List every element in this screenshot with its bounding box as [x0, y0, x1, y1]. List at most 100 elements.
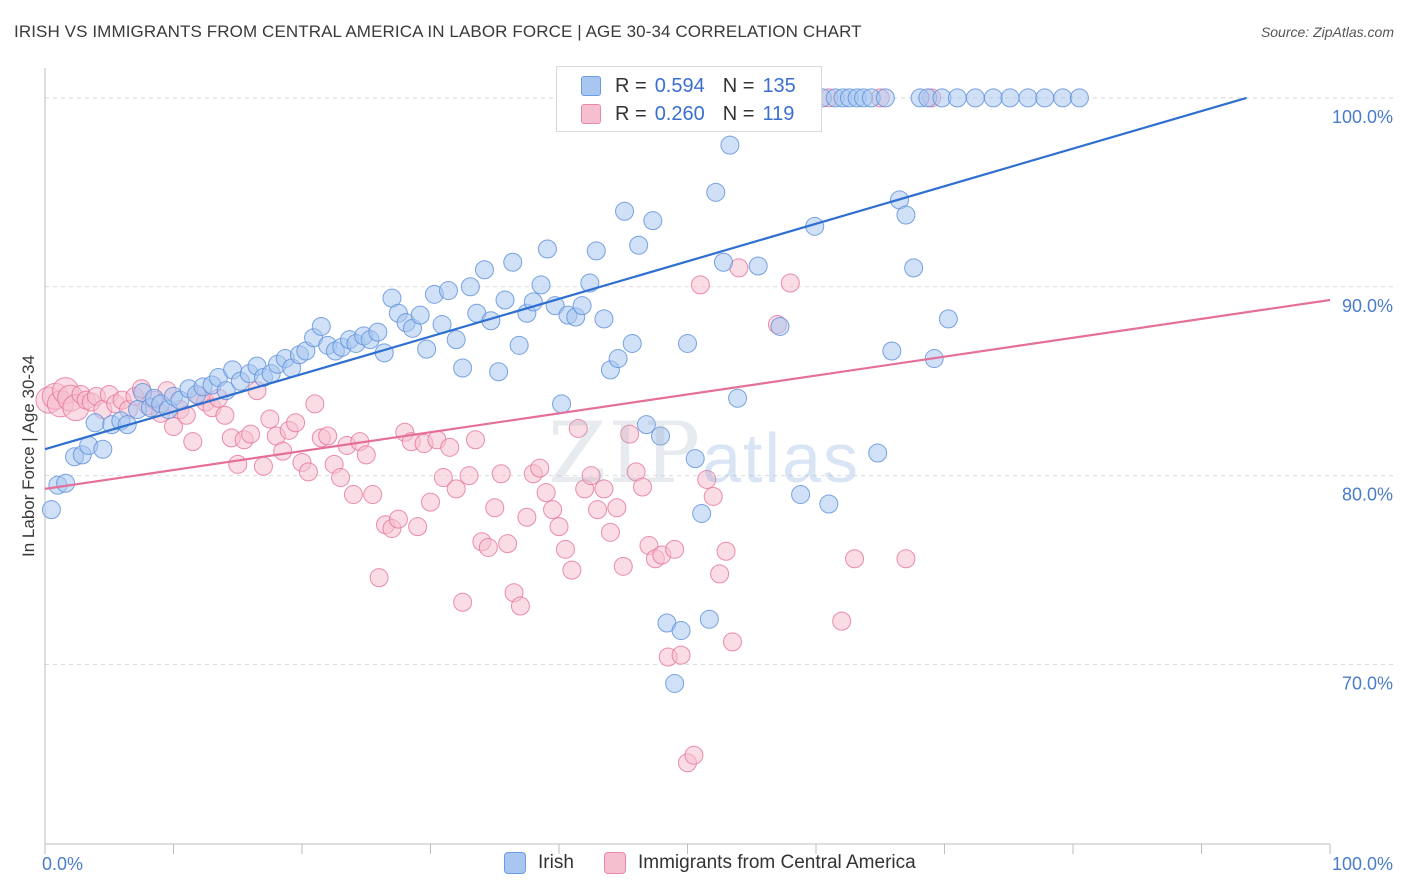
central-america-point — [498, 534, 518, 554]
central-america-point — [459, 466, 479, 486]
irish-point — [503, 252, 523, 272]
central-america-point — [832, 611, 852, 631]
irish-point — [965, 88, 985, 108]
irish-point — [1069, 88, 1089, 108]
irish-point — [904, 258, 924, 278]
irish-point — [417, 339, 437, 359]
irish-point — [41, 500, 61, 520]
central-america-point — [433, 468, 453, 488]
irish-point — [699, 609, 719, 629]
central-america-point — [716, 541, 736, 561]
central-america-point — [530, 458, 550, 478]
irish-point — [93, 439, 113, 459]
irish-point — [1018, 88, 1038, 108]
central-america-point — [671, 645, 691, 665]
irish-point — [622, 333, 642, 353]
central-america-point — [164, 417, 183, 437]
irish-point — [643, 211, 663, 231]
irish-point — [537, 239, 557, 259]
irish-point — [713, 252, 733, 272]
legend-n-label: N = — [722, 74, 755, 97]
legend-r-label: R = — [615, 102, 647, 125]
legend-r-value: 0.594 — [654, 74, 705, 97]
irish-point — [868, 443, 888, 463]
central-america-point — [286, 413, 306, 433]
central-america-point — [343, 485, 363, 505]
series-label-irish: Irish — [538, 852, 574, 873]
central-america-point — [260, 409, 280, 429]
y-tick-label: 100.0% — [1332, 107, 1393, 127]
irish-point — [720, 135, 740, 155]
central-america-point — [408, 517, 428, 537]
irish-point — [608, 349, 628, 369]
x-tick-label-min: 0.0% — [42, 854, 83, 874]
central-america-point — [453, 592, 473, 612]
series-swatch-central-america — [604, 852, 626, 874]
correlation-legend: R = 0.594 N = 135 R = 0.260 N = 119 — [556, 66, 822, 132]
irish-point — [509, 335, 529, 355]
source-credit: Source: ZipAtlas.com — [1260, 24, 1394, 40]
central-america-point — [363, 485, 383, 505]
legend-swatch-irish — [581, 76, 601, 96]
legend-n-label: N = — [722, 102, 755, 125]
central-america-point — [536, 483, 556, 503]
central-america-point — [555, 539, 575, 559]
irish-point — [460, 277, 480, 297]
irish-point — [594, 309, 614, 329]
central-america-point — [491, 464, 511, 484]
irish-point — [882, 341, 902, 361]
central-america-point — [298, 462, 318, 482]
central-america-point — [581, 466, 601, 486]
irish-point — [474, 260, 494, 280]
central-america-point — [549, 517, 569, 537]
central-america-point — [684, 745, 704, 765]
central-america-point — [600, 522, 620, 542]
series-legend: Irish Immigrants from Central America — [0, 852, 1406, 878]
central-america-point — [896, 549, 916, 569]
central-america-point — [568, 418, 588, 438]
irish-point — [586, 241, 606, 261]
central-america-point — [690, 275, 710, 295]
y-tick-label: 90.0% — [1342, 296, 1393, 316]
central-america-point — [710, 564, 730, 584]
irish-point — [56, 473, 76, 493]
irish-point — [636, 415, 656, 435]
central-america-point — [722, 632, 742, 652]
x-tick-label-max: 100.0% — [1332, 854, 1393, 874]
y-tick-label: 70.0% — [1342, 674, 1393, 694]
series-legend-irish[interactable]: Irish — [504, 852, 574, 874]
irish-point — [671, 621, 691, 641]
irish-point — [410, 305, 430, 325]
zipatlas-watermark: ZIPatlas — [548, 404, 860, 502]
central-america-point — [318, 426, 338, 446]
irish-point — [748, 256, 768, 276]
central-america-point — [253, 456, 273, 476]
central-america-point — [183, 432, 203, 452]
central-america-point — [421, 492, 440, 512]
central-america-point — [485, 498, 505, 518]
irish-point — [446, 330, 466, 350]
chart-title: IRISH VS IMMIGRANTS FROM CENTRAL AMERICA… — [14, 22, 862, 41]
central-america-point — [273, 441, 293, 461]
irish-point — [489, 362, 509, 382]
central-america-point — [478, 537, 498, 557]
central-america-point — [633, 477, 653, 497]
trend-lines — [44, 96, 1331, 490]
central-america-point — [228, 454, 248, 474]
irish-point — [938, 309, 958, 329]
y-axis-title: In Labor Force | Age 30-34 — [19, 355, 38, 557]
legend-n-value: 135 — [762, 74, 796, 97]
central-america-point — [465, 430, 485, 450]
irish-point — [728, 388, 748, 408]
axes — [44, 68, 1331, 854]
central-america-point — [703, 486, 723, 506]
y-tick-label: 80.0% — [1342, 485, 1393, 505]
irish-point — [1035, 88, 1055, 108]
series-legend-central-america[interactable]: Immigrants from Central America — [604, 852, 916, 874]
central-america-point — [356, 445, 376, 465]
irish-point — [875, 88, 895, 108]
central-america-point — [665, 539, 685, 559]
irish-point — [983, 88, 1003, 108]
irish-point — [706, 182, 726, 202]
